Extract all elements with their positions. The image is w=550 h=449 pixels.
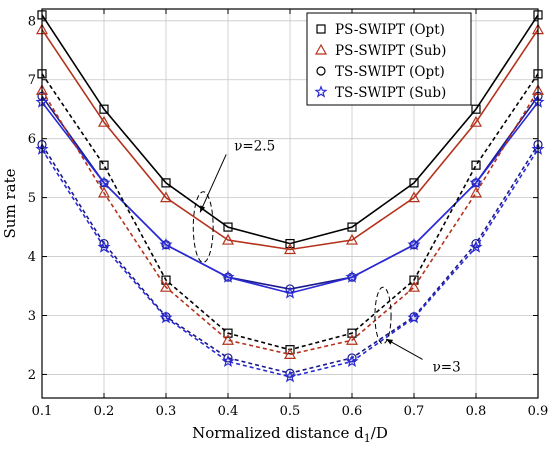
y-tick-label: 3 bbox=[28, 309, 36, 324]
data-point bbox=[347, 222, 357, 232]
data-point bbox=[221, 270, 235, 283]
data-point bbox=[407, 310, 421, 324]
data-point bbox=[283, 369, 297, 383]
data-point bbox=[469, 240, 483, 253]
legend-label: TS-SWIPT (Sub) bbox=[335, 85, 446, 101]
x-tick-label: 0.2 bbox=[94, 404, 115, 419]
legend-marker bbox=[314, 85, 328, 98]
legend-label: PS-SWIPT (Sub) bbox=[335, 43, 446, 59]
data-point bbox=[409, 178, 419, 188]
data-point bbox=[347, 328, 357, 338]
data-point bbox=[469, 186, 483, 198]
tick-labels: 0.1 0.2 0.3 0.4 0.5 0.6 0.7 0.8 0.9 2 3 4 5 6 7 8 bbox=[28, 14, 549, 419]
x-tick-label: 0.4 bbox=[218, 404, 239, 419]
data-point bbox=[221, 354, 235, 368]
x-tick-label: 0.5 bbox=[280, 404, 301, 419]
annotation: ν=3 bbox=[374, 286, 461, 375]
legend-entry: TS-SWIPT (Opt) bbox=[316, 64, 445, 80]
annotation-label: ν=2.5 bbox=[234, 138, 275, 154]
y-tick-label: 5 bbox=[28, 191, 36, 206]
data-point bbox=[345, 270, 359, 283]
data-point bbox=[285, 368, 295, 378]
data-point bbox=[223, 222, 233, 232]
x-tick-label: 0.1 bbox=[32, 404, 53, 419]
legend-entry: PS-SWIPT (Opt) bbox=[316, 22, 445, 38]
data-point bbox=[97, 186, 111, 198]
x-tick-label: 0.6 bbox=[342, 404, 363, 419]
data-point bbox=[407, 191, 421, 203]
data-point bbox=[469, 175, 483, 189]
x-tick-label: 0.8 bbox=[466, 404, 487, 419]
data-point bbox=[471, 160, 481, 170]
data-point bbox=[223, 328, 233, 338]
annotations: ν=2.5 ν=3 bbox=[192, 138, 461, 375]
x-tick-label: 0.7 bbox=[404, 404, 425, 419]
data-point bbox=[99, 104, 109, 114]
annotation-arrow bbox=[385, 338, 423, 360]
legend: PS-SWIPT (Opt) PS-SWIPT (Sub) TS-SWIPT (Op… bbox=[306, 12, 472, 106]
ticks bbox=[41, 9, 539, 398]
legend-box bbox=[306, 12, 472, 106]
legend-marker bbox=[316, 24, 326, 34]
legend-marker bbox=[314, 43, 328, 55]
x-tick-label: 0.9 bbox=[528, 404, 549, 419]
y-tick-label: 8 bbox=[28, 14, 36, 29]
data-point bbox=[345, 354, 359, 368]
data-point bbox=[159, 310, 173, 324]
data-point bbox=[97, 115, 111, 127]
data-point bbox=[99, 238, 109, 249]
data-point bbox=[283, 286, 297, 299]
data-point bbox=[159, 280, 173, 292]
annotation-ellipse bbox=[374, 286, 392, 345]
data-point bbox=[221, 233, 235, 245]
x-axis-title: Normalized distance d1/D bbox=[192, 424, 388, 445]
data-point bbox=[283, 243, 297, 255]
data-point bbox=[159, 237, 173, 251]
data-point bbox=[407, 237, 421, 251]
legend-label: PS-SWIPT (Opt) bbox=[335, 22, 445, 38]
data-point bbox=[283, 348, 297, 359]
data-point bbox=[345, 233, 359, 245]
series-line bbox=[41, 29, 539, 251]
data-point bbox=[221, 334, 235, 345]
data-point bbox=[469, 115, 483, 127]
legend-entry: TS-SWIPT (Sub) bbox=[314, 85, 446, 101]
series-line bbox=[41, 89, 539, 356]
y-tick-label: 4 bbox=[28, 250, 36, 265]
legend-marker bbox=[316, 66, 326, 76]
data-point bbox=[99, 160, 109, 170]
data-point bbox=[97, 240, 111, 253]
data-point bbox=[471, 104, 481, 114]
annotation-label: ν=3 bbox=[433, 359, 461, 375]
data-point bbox=[285, 238, 295, 249]
data-point bbox=[409, 275, 419, 285]
series-line bbox=[41, 148, 539, 378]
annotation: ν=2.5 bbox=[192, 138, 275, 263]
y-tick-label: 6 bbox=[28, 132, 36, 147]
annotation-ellipse bbox=[192, 191, 214, 263]
legend-entry: PS-SWIPT (Sub) bbox=[314, 43, 446, 59]
annotation-arrowhead bbox=[200, 205, 206, 213]
x-tick-label: 0.3 bbox=[156, 404, 177, 419]
y-axis-title: Sum rate bbox=[1, 168, 19, 238]
data-point bbox=[161, 178, 171, 188]
data-point bbox=[345, 334, 359, 345]
legend-label: TS-SWIPT (Opt) bbox=[335, 64, 445, 80]
y-tick-label: 7 bbox=[28, 73, 36, 88]
annotation-arrowhead bbox=[386, 339, 394, 345]
data-point bbox=[97, 175, 111, 189]
y-tick-label: 2 bbox=[28, 368, 36, 383]
data-point bbox=[159, 191, 173, 203]
data-point bbox=[407, 280, 421, 292]
annotation-arrow bbox=[199, 154, 227, 213]
